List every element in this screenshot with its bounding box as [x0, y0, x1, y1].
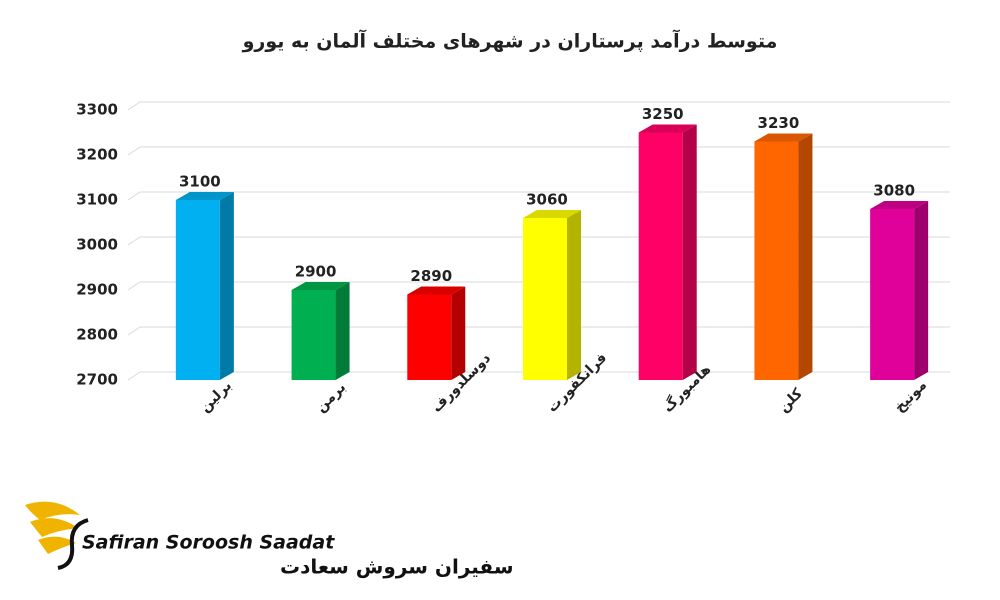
- bar-top: [407, 286, 466, 295]
- bar-side: [219, 192, 234, 380]
- bar-side: [798, 133, 813, 380]
- data-label: 2900: [295, 263, 337, 281]
- y-tick-label: 3000: [76, 236, 118, 254]
- y-tick-label: 3300: [76, 101, 118, 119]
- bar-top: [638, 124, 697, 133]
- bar: [638, 132, 683, 380]
- bar-top: [523, 210, 581, 218]
- grid-line: [127, 101, 950, 111]
- chart-title: متوسط درآمد پرستاران در شهرهای مختلف آلم…: [242, 29, 778, 53]
- bar: [291, 290, 336, 380]
- bar-side: [451, 286, 466, 380]
- logo: Safiran Soroosh Saadat سفیران سروش سعادت: [25, 501, 514, 579]
- bar-top: [754, 133, 813, 142]
- data-label: 3060: [526, 191, 568, 209]
- bar-side: [682, 124, 697, 380]
- grid-line: [127, 146, 950, 156]
- y-tick-label: 2800: [76, 326, 118, 344]
- logo-wing: [30, 518, 78, 537]
- data-label: 3250: [642, 105, 684, 123]
- logo-latin: Safiran Soroosh Saadat: [82, 532, 335, 554]
- y-tick-label: 2700: [76, 371, 118, 389]
- logo-persian: سفیران سروش سعادت: [280, 555, 514, 579]
- x-tick-label: کلن: [776, 385, 807, 416]
- bar: [407, 294, 452, 380]
- y-tick-label: 2900: [76, 281, 118, 299]
- bar-top: [291, 282, 350, 290]
- bar: [523, 218, 567, 380]
- x-tick-label: برمن: [313, 379, 349, 415]
- y-tick-label: 3100: [76, 191, 118, 209]
- bar: [175, 200, 220, 380]
- bar: [870, 209, 915, 380]
- x-tick-label: برلین: [197, 378, 235, 416]
- bar: [754, 141, 799, 380]
- x-tick-label: مونیخ: [891, 377, 930, 416]
- bar-top: [870, 201, 929, 209]
- data-label: 3080: [873, 182, 915, 200]
- bar-side: [914, 201, 929, 380]
- y-tick-label: 3200: [76, 146, 118, 164]
- logo-swirl: [57, 518, 89, 570]
- bar-side: [567, 210, 581, 380]
- bar-top: [175, 192, 234, 200]
- data-label: 2890: [410, 267, 452, 285]
- data-label: 3100: [179, 173, 221, 191]
- logo-wing: [25, 501, 80, 520]
- logo-wing: [38, 536, 76, 554]
- data-label: 3230: [758, 114, 800, 132]
- bar-side: [335, 282, 350, 380]
